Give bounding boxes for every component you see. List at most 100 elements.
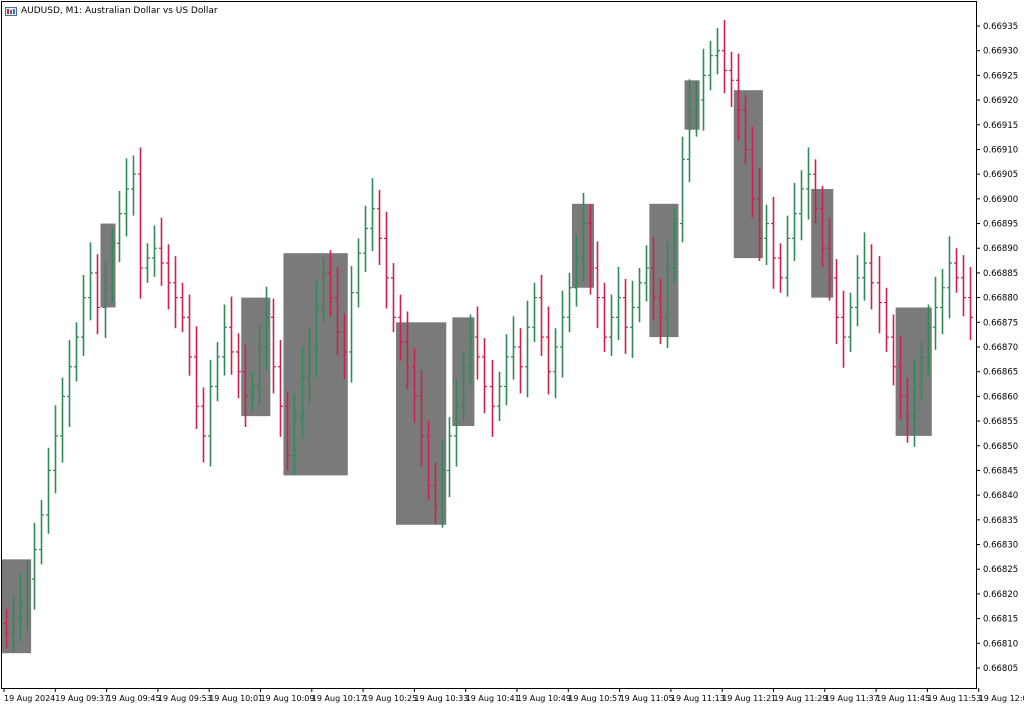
- price-tick-label: 0.66890: [983, 244, 1018, 254]
- ohlc-bar: [912, 359, 917, 447]
- ohlc-bar: [757, 168, 762, 262]
- ohlc-bar: [81, 274, 86, 356]
- ohlc-bar: [869, 244, 874, 310]
- price-tick-label: 0.66815: [983, 615, 1018, 625]
- ohlc-bar: [46, 447, 51, 534]
- ohlc-bar: [173, 256, 178, 329]
- time-tick-label: 19 Aug 11:05: [620, 694, 674, 703]
- ohlc-bar: [349, 266, 354, 383]
- ohlc-bar: [919, 342, 924, 402]
- ohlc-bar: [398, 294, 403, 361]
- time-tick-label: 19 Aug 10:33: [414, 694, 468, 703]
- ohlc-bar: [475, 306, 480, 380]
- ohlc-bar: [813, 159, 818, 224]
- ohlc-bar: [292, 393, 297, 475]
- time-tick-label: 19 Aug 10:17: [312, 694, 366, 703]
- ohlc-bar: [574, 235, 579, 307]
- ohlc-bar: [841, 290, 846, 368]
- time-tick-label: 19 Aug 11:53: [927, 694, 981, 703]
- ohlc-bar: [103, 261, 108, 339]
- ohlc-bar: [729, 51, 734, 107]
- ohlc-bar: [180, 282, 185, 333]
- ohlc-bar: [433, 462, 438, 524]
- price-tick-label: 0.66895: [983, 220, 1018, 230]
- price-tick-label: 0.66850: [983, 442, 1018, 452]
- ohlc-bar: [687, 79, 692, 183]
- ohlc-bar: [426, 421, 431, 501]
- ohlc-bar: [778, 243, 783, 293]
- ohlc-bar: [342, 313, 347, 379]
- ohlc-bar: [335, 266, 340, 355]
- ohlc-bar: [490, 359, 495, 437]
- highlight-blocks: [2, 80, 932, 654]
- ohlc-bar: [74, 322, 79, 382]
- ohlc-bar: [806, 147, 811, 220]
- ohlc-bar: [285, 391, 290, 471]
- ohlc-bar: [855, 255, 860, 327]
- price-tick-label: 0.66865: [983, 368, 1018, 378]
- chart-title: AUDUSD, M1: Australian Dollar vs US Doll…: [21, 6, 218, 16]
- ohlc-bar: [215, 342, 220, 402]
- ohlc-bar: [229, 296, 234, 375]
- ohlc-bar: [363, 205, 368, 272]
- ohlc-bar: [940, 268, 945, 335]
- ohlc-bar: [250, 371, 255, 412]
- ohlc-bar: [95, 254, 100, 335]
- ohlc-bar: [482, 338, 487, 414]
- ohlc-bar: [644, 245, 649, 302]
- time-tick-label: 19 Aug 11:45: [876, 694, 930, 703]
- ohlc-bar: [4, 608, 9, 649]
- ohlc-bar: [314, 280, 319, 378]
- ohlc-bar: [799, 170, 804, 241]
- price-tick-label: 0.66835: [983, 516, 1018, 526]
- ohlc-bar: [954, 248, 959, 293]
- ohlc-bar: [152, 225, 157, 277]
- ohlc-bar: [609, 294, 614, 356]
- price-tick-label: 0.66820: [983, 590, 1018, 600]
- ohlc-bar: [511, 316, 516, 380]
- price-tick-label: 0.66870: [983, 343, 1018, 353]
- ohlc-bar: [722, 20, 727, 94]
- ohlc-bar: [750, 126, 755, 218]
- ohlc-bar: [461, 351, 466, 422]
- time-tick-label: 19 Aug 11:21: [722, 694, 776, 703]
- ohlc-bar: [166, 244, 171, 310]
- ohlc-bar: [877, 256, 882, 334]
- ohlc-bar: [595, 241, 600, 329]
- ohlc-bar: [145, 243, 150, 283]
- chart-title-bar: AUDUSD, M1: Australian Dollar vs US Doll…: [5, 4, 218, 18]
- price-tick-label: 0.66910: [983, 145, 1018, 155]
- ohlc-bar: [236, 333, 241, 399]
- ohlc-bar: [11, 595, 16, 653]
- ohlc-bar: [208, 359, 213, 467]
- ohlc-bar: [307, 328, 312, 404]
- ohlc-bar: [694, 81, 699, 137]
- ohlc-bar: [264, 286, 269, 370]
- ohlc-bar: [497, 371, 502, 422]
- price-tick-label: 0.66905: [983, 170, 1018, 180]
- ohlc-bar: [792, 183, 797, 262]
- ohlc-bar: [39, 500, 44, 565]
- ohlc-bar: [581, 192, 586, 281]
- ohlc-bar: [651, 237, 656, 321]
- ohlc-bar: [117, 190, 122, 263]
- ohlc-bar: [862, 232, 867, 301]
- ohlc-bar: [67, 340, 72, 428]
- ohlc-bar: [201, 387, 206, 463]
- price-tick-label: 0.66930: [983, 47, 1018, 57]
- ohlc-bar: [820, 186, 825, 267]
- ohlc-bar: [764, 204, 769, 266]
- price-tick-label: 0.66880: [983, 294, 1018, 304]
- time-tick-label: 19 Aug 09:45: [107, 694, 161, 703]
- ohlc-bar: [715, 27, 720, 75]
- ohlc-bar: [25, 560, 30, 631]
- ohlc-bar: [60, 377, 65, 463]
- ohlc-bar: [947, 236, 952, 319]
- ohlc-bar: [658, 278, 663, 345]
- ohlc-bar: [743, 95, 748, 165]
- time-tick-label: 19 Aug 10:41: [466, 694, 520, 703]
- price-tick-label: 0.66875: [983, 318, 1018, 328]
